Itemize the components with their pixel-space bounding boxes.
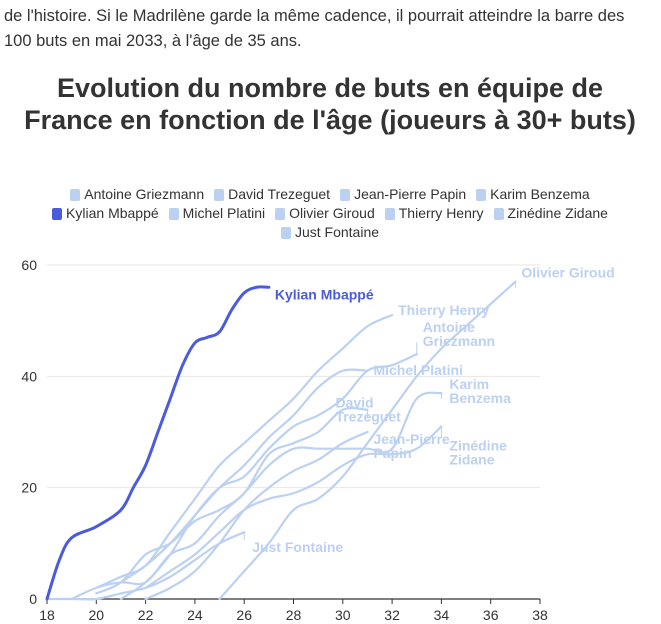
legend-swatch bbox=[280, 226, 291, 239]
series-label-kylian-mbappe: Kylian Mbappé bbox=[275, 286, 374, 302]
legend-swatch bbox=[340, 188, 351, 201]
legend-label: Karim Benzema bbox=[490, 186, 590, 202]
legend-label: Antoine Griezmann bbox=[84, 186, 205, 202]
x-tick-label: 22 bbox=[138, 607, 154, 623]
x-tick-label: 34 bbox=[434, 607, 450, 623]
legend-item-michel-platini[interactable]: Michel Platini bbox=[168, 205, 266, 222]
series-label-antoine-griezmann: Antoine Griezmann bbox=[423, 319, 495, 349]
legend-label: Michel Platini bbox=[182, 205, 266, 221]
x-tick-label: 18 bbox=[39, 607, 55, 623]
series-label-michel-platini: Michel Platini bbox=[373, 362, 462, 378]
y-tick-label: 60 bbox=[21, 257, 37, 273]
x-tick-label: 24 bbox=[187, 607, 203, 623]
legend-swatch bbox=[214, 188, 225, 201]
series-label-thierry-henry: Thierry Henry bbox=[398, 302, 489, 318]
series-label-olivier-giroud: Olivier Giroud bbox=[521, 265, 614, 281]
series-line-kylian-mbappe bbox=[45, 285, 271, 601]
y-tick-label: 40 bbox=[21, 368, 37, 384]
x-tick-label: 28 bbox=[286, 607, 302, 623]
x-tick-label: 38 bbox=[532, 607, 548, 623]
series-line-jean-pierre-papin bbox=[144, 430, 369, 601]
line-layer bbox=[45, 280, 517, 601]
legend-item-zinedine-zidane[interactable]: Zinédine Zidane bbox=[493, 205, 608, 222]
legend-swatch bbox=[384, 207, 395, 220]
legend-swatch bbox=[168, 207, 179, 220]
series-line-antoine-griezmann bbox=[119, 352, 418, 601]
series-label-karim-benzema: Karim Benzema bbox=[449, 376, 511, 406]
series-line-olivier-giroud bbox=[218, 280, 517, 601]
x-tick-label: 30 bbox=[335, 607, 351, 623]
series-line-thierry-henry bbox=[95, 314, 394, 589]
y-tick-label: 20 bbox=[21, 480, 37, 496]
legend-item-thierry-henry[interactable]: Thierry Henry bbox=[384, 205, 484, 222]
series-label-david-trezeguet: David Trezeguet bbox=[335, 395, 401, 425]
legend-item-karim-benzema[interactable]: Karim Benzema bbox=[476, 186, 590, 203]
label-layer: Antoine Griezmann David Trezeguet Jean-Pierr… bbox=[243, 265, 615, 555]
series-line-just-fontaine bbox=[45, 531, 246, 601]
series-line-zinedine-zidane bbox=[144, 425, 443, 589]
legend-label: Thierry Henry bbox=[398, 205, 484, 221]
legend-swatch bbox=[52, 207, 63, 220]
legend-item-kylian-mbappe[interactable]: Kylian Mbappé bbox=[52, 205, 159, 222]
legend-label: Olivier Giroud bbox=[289, 205, 375, 221]
legend-label: Zinédine Zidane bbox=[507, 205, 608, 221]
legend-item-olivier-giroud[interactable]: Olivier Giroud bbox=[275, 205, 375, 222]
legend-swatch bbox=[70, 188, 81, 201]
series-line-karim-benzema bbox=[70, 391, 443, 601]
legend-swatch bbox=[493, 207, 504, 220]
tick-layer: 0 20 40 60 18 20 22 24 26 28 30 32 34 36 38 bbox=[21, 257, 548, 623]
intro-paragraph: de l'histoire. Si le Madrilène garde la … bbox=[4, 7, 625, 50]
legend-label: Just Fontaine bbox=[294, 224, 380, 240]
chart-legend: Antoine Griezmann David Trezeguet Jean-Pie… bbox=[40, 186, 620, 241]
chart-title: Evolution du nombre de buts en équipe de… bbox=[24, 73, 636, 135]
x-tick-label: 32 bbox=[384, 607, 400, 623]
y-tick-label: 0 bbox=[29, 591, 37, 607]
legend-item-just-fontaine[interactable]: Just Fontaine bbox=[280, 224, 380, 241]
legend-swatch bbox=[476, 188, 487, 201]
legend-item-david-trezeguet[interactable]: David Trezeguet bbox=[214, 186, 330, 203]
legend-label: Jean-Pierre Papin bbox=[354, 186, 467, 202]
legend-swatch bbox=[275, 207, 286, 220]
x-tick-label: 26 bbox=[236, 607, 252, 623]
series-line-michel-platini bbox=[119, 368, 369, 584]
legend-item-antoine-griezmann[interactable]: Antoine Griezmann bbox=[70, 186, 204, 203]
series-label-just-fontaine: Just Fontaine bbox=[252, 539, 343, 555]
legend-label: David Trezeguet bbox=[228, 186, 331, 202]
line-chart: 0 20 40 60 18 20 22 24 26 28 30 32 34 36 38 Antoine Gri… bbox=[21, 257, 615, 623]
x-tick-label: 36 bbox=[483, 607, 499, 623]
x-tick-label: 20 bbox=[89, 607, 105, 623]
legend-label: Kylian Mbappé bbox=[66, 205, 159, 221]
legend-item-jean-pierre-papin[interactable]: Jean-Pierre Papin bbox=[340, 186, 466, 203]
series-label-jean-pierre-papin: Jean-Pierre Papin bbox=[373, 431, 449, 461]
series-label-zinedine-zidane: Zinédine Zidane bbox=[449, 437, 507, 467]
series-line-david-trezeguet bbox=[95, 407, 369, 595]
